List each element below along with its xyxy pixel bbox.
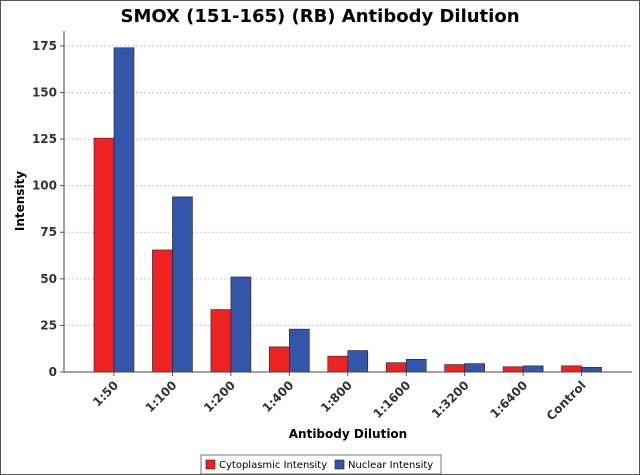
bar-cytoplasmic [327, 355, 349, 373]
x-ticks: 1:50 1:100 1:200 1:400 1:800 1:1600 1:3200 1:64… [90, 372, 589, 423]
y-tick-label: 175 [32, 39, 57, 53]
legend-label-nuclear: Nuclear Intensity [348, 460, 433, 471]
bars [93, 47, 602, 373]
x-tick-label: Control [544, 378, 589, 423]
y-tick-label: 0 [49, 365, 57, 379]
bar-nuclear [581, 367, 602, 373]
legend-label-cytoplasmic: Cytoplasmic Intensity [219, 460, 327, 471]
bar-cytoplasmic [444, 364, 465, 373]
y-tick-label: 125 [32, 132, 57, 146]
legend: Cytoplasmic Intensity Nuclear Intensity [200, 454, 442, 474]
y-tick-label: 25 [40, 318, 57, 332]
y-tick-label: 150 [32, 85, 57, 99]
bar-cytoplasmic [502, 366, 524, 373]
bar-nuclear [172, 196, 193, 373]
bar-cytoplasmic [93, 137, 115, 373]
y-tick-label: 75 [40, 225, 57, 239]
legend-swatch-cytoplasmic [205, 459, 216, 470]
y-tick-label: 50 [40, 272, 57, 286]
bar-nuclear [113, 47, 135, 373]
bar-nuclear [347, 350, 369, 373]
x-tick-label: 1:50 [90, 378, 121, 409]
y-axis-label: Intensity [13, 171, 27, 231]
bar-nuclear [230, 276, 252, 373]
bar-nuclear [522, 365, 544, 373]
x-tick-label: 1:100 [143, 378, 180, 415]
legend-swatch-nuclear [334, 459, 345, 470]
bar-cytoplasmic [269, 346, 290, 373]
bar-cytoplasmic [152, 249, 173, 373]
x-axis-label: Antibody Dilution [289, 427, 407, 441]
axes [63, 31, 632, 373]
bar-nuclear [289, 328, 310, 373]
chart-title: SMOX (151-165) (RB) Antibody Dilution [120, 6, 519, 27]
y-ticks: 0 25 50 75 100 125 150 175 [32, 39, 64, 379]
x-tick-label: 1:1600 [371, 378, 414, 421]
x-tick-label: 1:200 [201, 378, 238, 415]
x-tick-label: 1:3200 [429, 378, 472, 421]
x-tick-label: 1:6400 [487, 378, 530, 421]
bar-cytoplasmic [210, 309, 232, 373]
x-tick-label: 1:800 [318, 378, 355, 415]
x-tick-label: 1:400 [260, 378, 297, 415]
bar-cytoplasmic [385, 362, 407, 373]
bar-nuclear [464, 363, 485, 373]
legend-box [200, 454, 442, 474]
bar-nuclear [405, 359, 427, 373]
grid-lines [64, 45, 632, 326]
bar-cytoplasmic [561, 365, 582, 373]
y-tick-label: 100 [32, 179, 57, 193]
